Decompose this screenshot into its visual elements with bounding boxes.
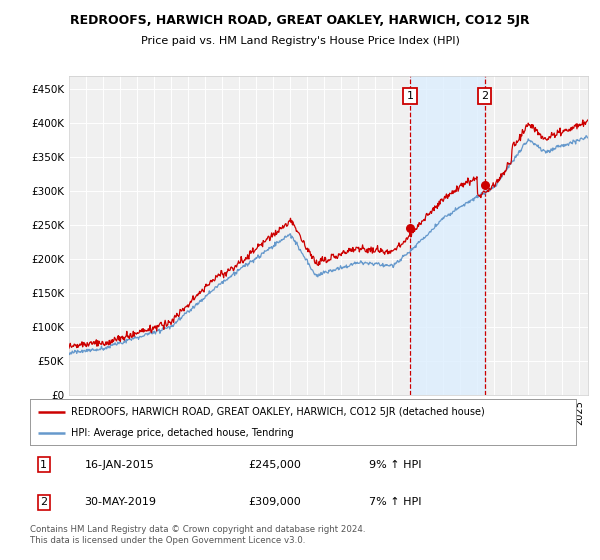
Text: 16-JAN-2015: 16-JAN-2015 [85,460,154,470]
Text: 9% ↑ HPI: 9% ↑ HPI [368,460,421,470]
Text: 30-MAY-2019: 30-MAY-2019 [85,497,157,507]
Text: 2: 2 [481,91,488,101]
Text: 2: 2 [40,497,47,507]
Text: REDROOFS, HARWICH ROAD, GREAT OAKLEY, HARWICH, CO12 5JR: REDROOFS, HARWICH ROAD, GREAT OAKLEY, HA… [70,14,530,27]
Point [405,224,415,233]
Text: £309,000: £309,000 [248,497,301,507]
Text: £245,000: £245,000 [248,460,301,470]
Text: REDROOFS, HARWICH ROAD, GREAT OAKLEY, HARWICH, CO12 5JR (detached house): REDROOFS, HARWICH ROAD, GREAT OAKLEY, HA… [71,407,485,417]
Text: Contains HM Land Registry data © Crown copyright and database right 2024.
This d: Contains HM Land Registry data © Crown c… [30,525,365,545]
Text: 7% ↑ HPI: 7% ↑ HPI [368,497,421,507]
Text: Price paid vs. HM Land Registry's House Price Index (HPI): Price paid vs. HM Land Registry's House … [140,36,460,46]
Text: 1: 1 [407,91,413,101]
Point [480,180,490,189]
Text: 1: 1 [40,460,47,470]
Bar [410,76,485,395]
Text: HPI: Average price, detached house, Tendring: HPI: Average price, detached house, Tend… [71,428,293,438]
